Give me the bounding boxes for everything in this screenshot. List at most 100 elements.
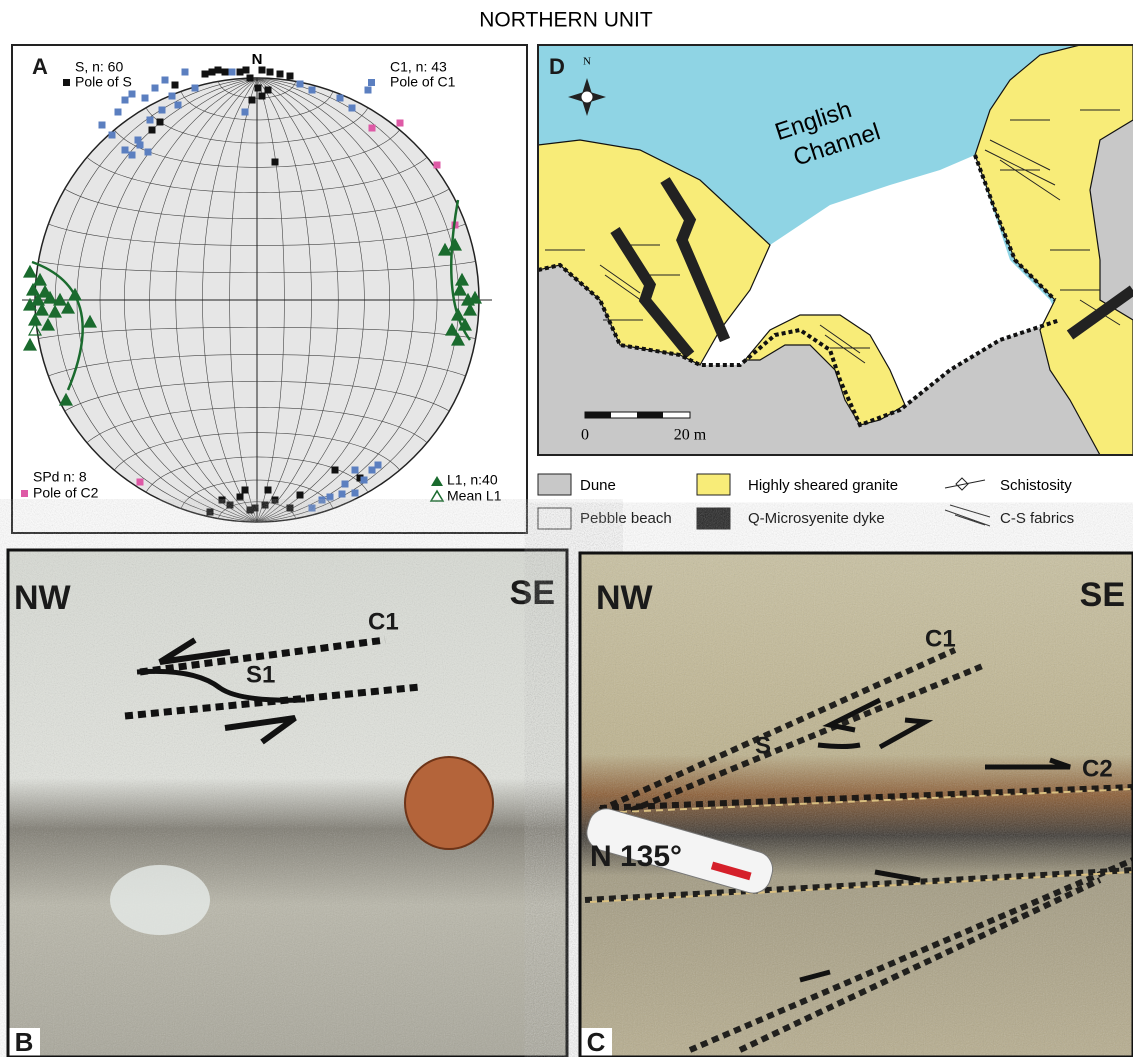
pole-marker [174, 101, 182, 109]
lineation-marker [40, 317, 56, 331]
annotation: S [755, 732, 771, 759]
legend-symbol [63, 79, 70, 86]
legend-label: Schistosity [1000, 477, 1072, 494]
pole-marker [308, 86, 316, 94]
pole-marker [254, 84, 262, 92]
pole-marker [348, 104, 356, 112]
panel-label: A [32, 54, 48, 79]
fault [538, 154, 1061, 428]
legend-heading: C1, n: 43 [390, 59, 447, 75]
pole-marker [236, 68, 244, 76]
poles [22, 66, 483, 516]
compass [568, 78, 606, 116]
legend-label: Pole of C1 [390, 74, 456, 90]
map [538, 45, 1133, 455]
orientation: NW [14, 579, 72, 617]
schistosity-marks [545, 109, 1121, 364]
dyke [610, 177, 731, 359]
shear-plane [584, 647, 1133, 1053]
pole-marker [296, 80, 304, 88]
pole-marker [158, 106, 166, 114]
pole-marker [181, 68, 189, 76]
legend-heading: S, n: 60 [75, 59, 123, 75]
pole-marker [148, 126, 156, 134]
pole-marker [318, 496, 326, 504]
orientation: NW [596, 579, 654, 617]
shear-plane-edge [589, 788, 1133, 903]
girdle [31, 199, 472, 391]
legend-heading: L1, n:40 [447, 472, 498, 488]
figure-title: NORTHERN UNIT [479, 9, 653, 32]
legend-label: Mean L1 [447, 488, 502, 504]
pole-marker [214, 66, 222, 74]
pole-marker [134, 136, 142, 144]
pole-marker [356, 474, 364, 482]
pole-marker [264, 86, 272, 94]
pole-marker [156, 118, 164, 126]
pole-marker [144, 148, 152, 156]
lineation-marker [32, 272, 48, 286]
lineation-marker [452, 282, 468, 296]
pole-marker [308, 504, 316, 512]
pole-marker [141, 94, 149, 102]
pole-marker [331, 466, 339, 474]
lineation-marker [27, 322, 43, 336]
pole-marker [433, 161, 441, 169]
legend-swatch [537, 473, 572, 496]
legend-label: Q-Microsyenite dyke [748, 510, 885, 527]
foliation [136, 668, 306, 703]
pole-marker [226, 501, 234, 509]
pole-marker [368, 124, 376, 132]
pole-marker [374, 461, 382, 469]
pole-marker [296, 491, 304, 499]
lineation-marker [454, 272, 470, 286]
annotation: C1 [368, 608, 399, 635]
lineation-marker [22, 264, 38, 278]
legend-heading: SPd n: 8 [33, 469, 87, 485]
label-box [580, 1028, 612, 1057]
legend-swatch [696, 473, 731, 496]
legend-label: Pebble beach [580, 510, 672, 527]
pen [586, 808, 774, 894]
pole-marker [241, 486, 249, 494]
pole-marker [246, 74, 254, 82]
legend-symbol [21, 490, 28, 497]
pole-marker [128, 151, 136, 159]
lineation-marker [60, 300, 76, 314]
lineation-marker [58, 392, 74, 406]
pole-marker [241, 108, 249, 116]
pole-marker [206, 508, 214, 516]
pole-marker [121, 96, 129, 104]
legend-symbol [944, 477, 986, 491]
dune [538, 265, 1133, 455]
pole-marker [396, 119, 404, 127]
pole-marker [218, 496, 226, 504]
pole-marker [351, 466, 359, 474]
legend-symbol [944, 504, 991, 527]
legend-label: Pole of S [75, 74, 132, 90]
lineation-marker [52, 292, 68, 306]
pole-marker [146, 116, 154, 124]
pole-marker [338, 490, 346, 498]
panel-label: B [15, 1027, 34, 1057]
pebble-beach [700, 155, 1060, 420]
label-box [8, 1028, 40, 1057]
pole-marker [248, 96, 256, 104]
lineation-marker [450, 332, 466, 346]
lineation-marker [34, 302, 50, 316]
pen-label: N 135° [590, 840, 682, 873]
lineation-marker [22, 297, 38, 311]
scale-label: 0 [581, 427, 589, 444]
pole-marker [128, 90, 136, 98]
pole-marker [341, 480, 349, 488]
pole-marker [228, 68, 236, 76]
pole-marker [351, 489, 359, 497]
pole-marker [360, 476, 368, 484]
pole-marker [271, 158, 279, 166]
pole-marker [168, 92, 176, 100]
pole-marker [258, 66, 266, 74]
pole-marker [368, 466, 376, 474]
scale-bar [584, 411, 691, 419]
